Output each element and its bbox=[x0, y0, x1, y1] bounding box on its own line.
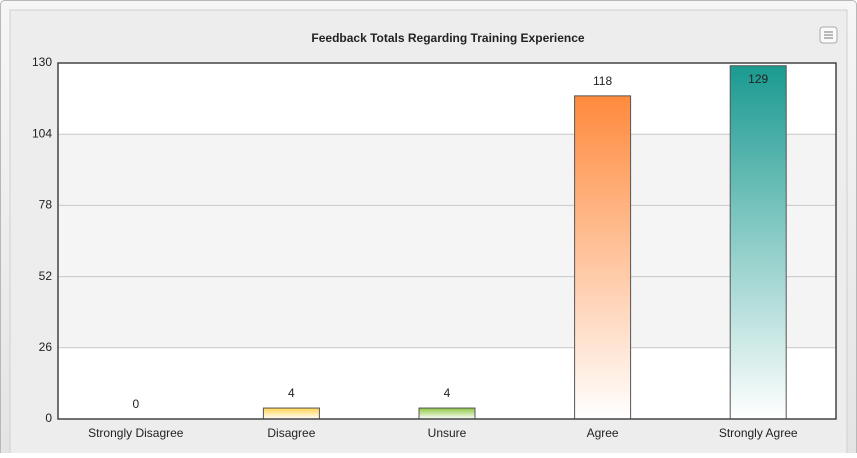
plot-band bbox=[58, 134, 836, 206]
data-label: 0 bbox=[132, 397, 139, 411]
bar bbox=[262, 407, 320, 420]
data-label: 4 bbox=[444, 386, 451, 400]
y-tick-label: 130 bbox=[32, 55, 52, 69]
plot-band bbox=[58, 63, 836, 135]
x-tick-label: Unsure bbox=[428, 426, 467, 440]
x-tick-label: Agree bbox=[587, 426, 619, 440]
bar bbox=[729, 65, 787, 420]
bar bbox=[418, 407, 476, 420]
plot-band bbox=[58, 205, 836, 277]
y-tick-label: 0 bbox=[45, 411, 52, 425]
bar bbox=[574, 95, 632, 420]
data-label: 4 bbox=[288, 386, 295, 400]
y-tick-label: 52 bbox=[39, 269, 53, 283]
y-tick-label: 104 bbox=[32, 126, 52, 140]
x-tick-label: Strongly Disagree bbox=[88, 426, 184, 440]
data-label: 118 bbox=[593, 74, 612, 88]
x-tick-label: Strongly Agree bbox=[719, 426, 798, 440]
x-tick-label: Disagree bbox=[267, 426, 315, 440]
menu-icon bbox=[824, 31, 833, 39]
y-tick-label: 26 bbox=[39, 340, 53, 354]
y-tick-label: 78 bbox=[39, 198, 53, 212]
plot-border bbox=[57, 62, 837, 420]
plot-band bbox=[58, 347, 836, 419]
plot-band bbox=[58, 276, 836, 348]
data-label: 129 bbox=[748, 72, 768, 86]
chart-title: Feedback Totals Regarding Training Exper… bbox=[311, 31, 585, 45]
